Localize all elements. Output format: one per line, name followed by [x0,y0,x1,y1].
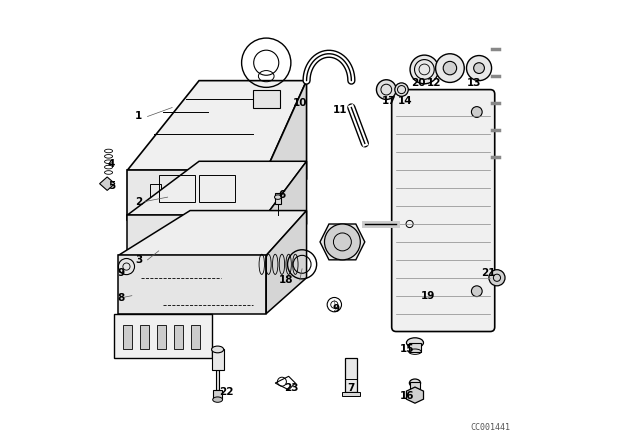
Polygon shape [114,314,212,358]
Text: 12: 12 [427,78,442,88]
Text: 2: 2 [135,197,142,207]
Text: 9: 9 [332,304,339,314]
Polygon shape [118,211,307,255]
Text: 3: 3 [135,255,142,265]
Bar [409,343,421,352]
Bar [204,184,215,208]
Polygon shape [406,387,424,403]
Circle shape [489,270,505,286]
Polygon shape [216,370,220,390]
Bar [140,325,149,349]
Polygon shape [127,215,266,260]
Text: 7: 7 [348,383,355,392]
Circle shape [467,56,492,81]
Bar [186,184,197,208]
Polygon shape [127,81,307,170]
Bar [123,325,132,349]
Bar [191,325,200,349]
Bar [150,184,161,208]
Text: 1: 1 [135,112,142,121]
Polygon shape [266,211,307,314]
Circle shape [474,63,484,73]
Ellipse shape [395,83,408,96]
Bar [168,184,179,208]
Ellipse shape [406,338,424,348]
Bar [174,325,183,349]
Bar [199,175,235,202]
Text: 17: 17 [382,96,397,106]
Polygon shape [212,349,224,370]
Text: 4: 4 [108,159,115,168]
Text: 6: 6 [278,190,285,200]
Polygon shape [100,177,115,190]
Circle shape [376,80,396,99]
Ellipse shape [212,397,223,402]
Text: 9: 9 [117,268,124,278]
Polygon shape [127,170,266,220]
Polygon shape [266,81,307,220]
Polygon shape [127,161,307,215]
Text: 15: 15 [400,345,415,354]
Text: 16: 16 [400,392,415,401]
Text: 21: 21 [481,268,495,278]
FancyBboxPatch shape [392,90,495,332]
Text: 10: 10 [292,98,307,108]
Ellipse shape [212,346,224,353]
Polygon shape [342,392,360,396]
Text: 23: 23 [284,383,298,392]
Text: 22: 22 [219,387,233,397]
Bar [159,175,195,202]
Text: 5: 5 [108,181,115,191]
Polygon shape [213,390,222,399]
Circle shape [443,61,457,75]
Polygon shape [320,224,365,260]
Circle shape [436,54,464,82]
Text: CC001441: CC001441 [470,423,510,432]
Ellipse shape [410,379,420,387]
Polygon shape [266,161,307,260]
Text: 20: 20 [412,78,426,88]
Polygon shape [253,90,280,108]
Circle shape [472,107,482,117]
Circle shape [472,286,482,297]
Text: 11: 11 [333,105,348,115]
Bar [345,358,357,392]
Text: 19: 19 [420,291,435,301]
Bar [157,325,166,349]
Text: 13: 13 [467,78,482,88]
Text: 14: 14 [398,96,412,106]
Ellipse shape [275,195,281,199]
Bar [275,193,280,204]
Bar [410,382,420,389]
Circle shape [410,55,439,84]
Text: 8: 8 [117,293,124,303]
Circle shape [324,224,360,260]
Polygon shape [118,255,266,314]
Text: 18: 18 [279,275,294,285]
